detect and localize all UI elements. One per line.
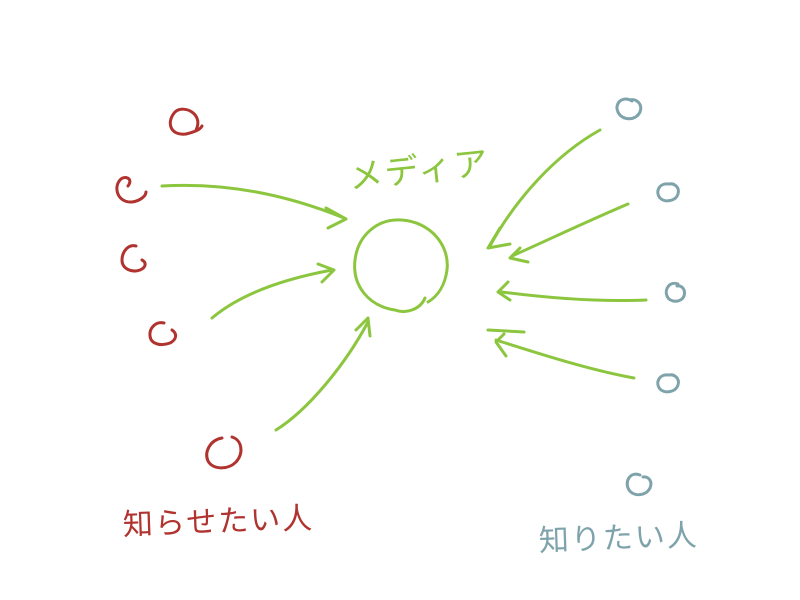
receiver-person bbox=[664, 281, 686, 303]
arrow-head bbox=[354, 316, 372, 338]
sender-people bbox=[115, 107, 243, 470]
arrow-receiver-3 bbox=[500, 290, 648, 303]
sender-person bbox=[148, 321, 178, 346]
sender-person bbox=[168, 107, 204, 136]
receivers-label: 知りたい人 bbox=[538, 518, 700, 559]
arrow-head bbox=[316, 262, 336, 284]
receiver-people bbox=[615, 97, 686, 497]
arrow-sender-3 bbox=[274, 320, 370, 432]
arrow-sender-1 bbox=[160, 183, 346, 220]
receiver-person bbox=[656, 182, 680, 203]
senders-label: 知らせたい人 bbox=[122, 501, 315, 543]
receiver-person bbox=[625, 472, 653, 497]
arrow-sender-2 bbox=[210, 268, 334, 320]
arrow-head bbox=[494, 332, 508, 358]
arrows bbox=[160, 128, 648, 432]
arrow-receiver-1 bbox=[488, 128, 602, 248]
arrow-receiver-4 bbox=[494, 338, 636, 380]
arrow-head bbox=[508, 246, 530, 264]
arrow-head bbox=[496, 280, 512, 302]
sender-person bbox=[205, 435, 243, 470]
arrow-head bbox=[486, 328, 526, 334]
receiver-person bbox=[656, 373, 680, 394]
receiver-person bbox=[615, 97, 643, 121]
arrow-receiver-2 bbox=[510, 202, 630, 258]
sender-person bbox=[120, 244, 147, 273]
media-circle bbox=[353, 218, 449, 313]
arrow-head bbox=[324, 206, 348, 230]
sender-person bbox=[115, 176, 148, 204]
arrow-head bbox=[486, 226, 512, 250]
